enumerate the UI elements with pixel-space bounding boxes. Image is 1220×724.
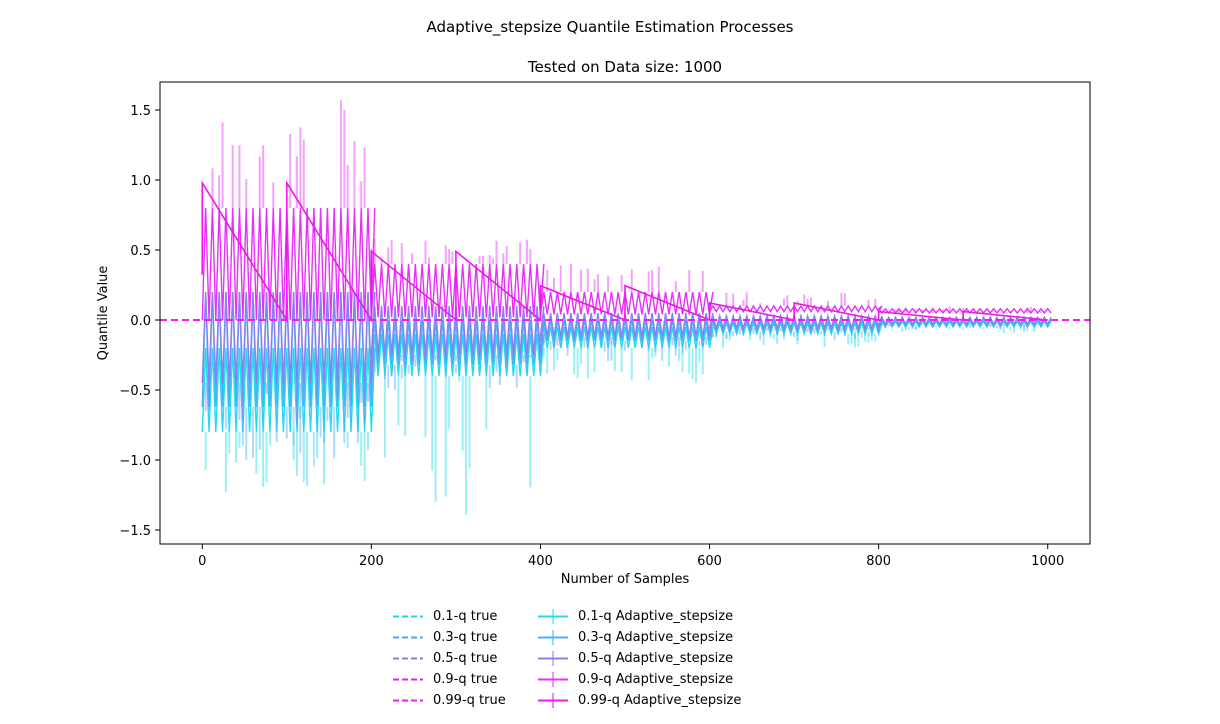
series-3	[201, 100, 1052, 321]
legend-swatch	[538, 630, 568, 645]
legend-swatch	[538, 693, 568, 708]
x-tick-label: 400	[528, 554, 553, 569]
legend-label: 0.99-q Adaptive_stepsize	[578, 693, 742, 708]
y-tick-label: 0.0	[130, 314, 151, 329]
y-tick-label: 1.0	[130, 174, 151, 189]
series-line	[201, 207, 1052, 321]
legend-label: 0.9-q Adaptive_stepsize	[578, 672, 734, 687]
figure-title: Adaptive_stepsize Quantile Estimation Pr…	[426, 18, 794, 36]
legend-swatch	[538, 651, 568, 666]
x-axis-label: Number of Samples	[561, 572, 690, 587]
series-line	[201, 179, 1048, 323]
series-4	[201, 179, 1048, 323]
x-tick-label: 200	[359, 554, 384, 569]
plot-frame	[159, 81, 1091, 545]
plot-subtitle: Tested on Data size: 1000	[527, 58, 723, 76]
legend-label: 0.1-q true	[433, 609, 498, 624]
series-layer	[201, 100, 1052, 515]
series-0	[201, 320, 1052, 515]
legend-label: 0.99-q true	[433, 693, 506, 708]
legend-swatch	[538, 609, 568, 624]
legend-label: 0.3-q Adaptive_stepsize	[578, 630, 734, 645]
y-axis-label: Quantile Value	[96, 266, 111, 361]
y-tick-label: −0.5	[119, 384, 151, 399]
series-line	[201, 291, 1052, 384]
x-tick-label: 800	[866, 554, 891, 569]
y-tick-label: −1.5	[119, 524, 151, 539]
series-1	[201, 291, 1052, 460]
series-2	[201, 291, 1052, 424]
legend-swatch	[393, 657, 423, 660]
y-tick-label: 1.5	[130, 104, 151, 119]
y-tick-label: −1.0	[119, 454, 151, 469]
legend-swatch	[393, 678, 423, 681]
x-tick-label: 0	[198, 554, 206, 569]
legend-label: 0.1-q Adaptive_stepsize	[578, 609, 734, 624]
legend-swatch	[393, 636, 423, 639]
legend-label: 0.5-q true	[433, 651, 498, 666]
legend-swatch	[538, 672, 568, 687]
axes-layer: 0 200 400 600 800 1000 −1.5 −1.0 −0.5 0.0 0.5 1.0 1.…	[119, 104, 1064, 569]
x-tick-label: 600	[697, 554, 722, 569]
y-tick-label: 0.5	[130, 244, 151, 259]
legend-swatch	[393, 615, 423, 618]
legend-label: 0.5-q Adaptive_stepsize	[578, 651, 734, 666]
legend-swatch	[393, 699, 423, 702]
x-tick-label: 1000	[1031, 554, 1064, 569]
legend-label: 0.9-q true	[433, 672, 498, 687]
series-line	[201, 320, 1052, 433]
legend-label: 0.3-q true	[433, 630, 498, 645]
